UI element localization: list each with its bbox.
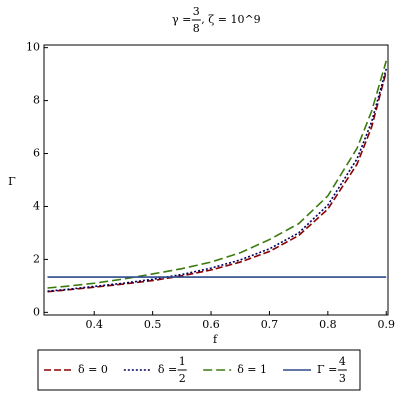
x-tick-label: 0.6: [202, 318, 220, 331]
y-tick-label: 0: [33, 305, 40, 318]
legend-label: Γ =: [317, 363, 337, 376]
y-tick-label: 6: [33, 147, 40, 160]
x-tick-label: 0.9: [377, 318, 395, 331]
legend-label: δ = 0: [78, 363, 108, 376]
y-tick-label: 4: [33, 199, 40, 212]
chart-title: γ =: [172, 13, 191, 26]
chart-title-suffix: , ζ = 10^9: [201, 13, 260, 26]
series-line: [47, 60, 388, 289]
legend-label: δ =: [158, 363, 177, 376]
legend-label-denominator: 2: [179, 372, 186, 385]
legend-label-numerator: 1: [179, 355, 186, 368]
y-axis-label: Γ: [8, 175, 16, 188]
x-tick-label: 0.4: [85, 318, 103, 331]
x-tick-label: 0.7: [261, 318, 279, 331]
series-line: [47, 71, 388, 293]
legend-label-denominator: 3: [339, 372, 346, 385]
x-tick-label: 0.5: [144, 318, 162, 331]
plot-frame: [43, 44, 389, 316]
legend-box: [37, 349, 361, 391]
chart-title-numerator: 3: [193, 5, 200, 18]
y-tick-label: 2: [33, 252, 40, 265]
series-line: [47, 68, 388, 292]
y-tick-label: 8: [33, 94, 40, 107]
y-tick-label: 10: [26, 41, 40, 54]
legend-label: δ = 1: [237, 363, 267, 376]
legend-label-numerator: 4: [339, 355, 346, 368]
x-tick-label: 0.8: [319, 318, 337, 331]
chart-title-denominator: 8: [193, 22, 200, 35]
x-axis-label: f: [213, 333, 218, 346]
